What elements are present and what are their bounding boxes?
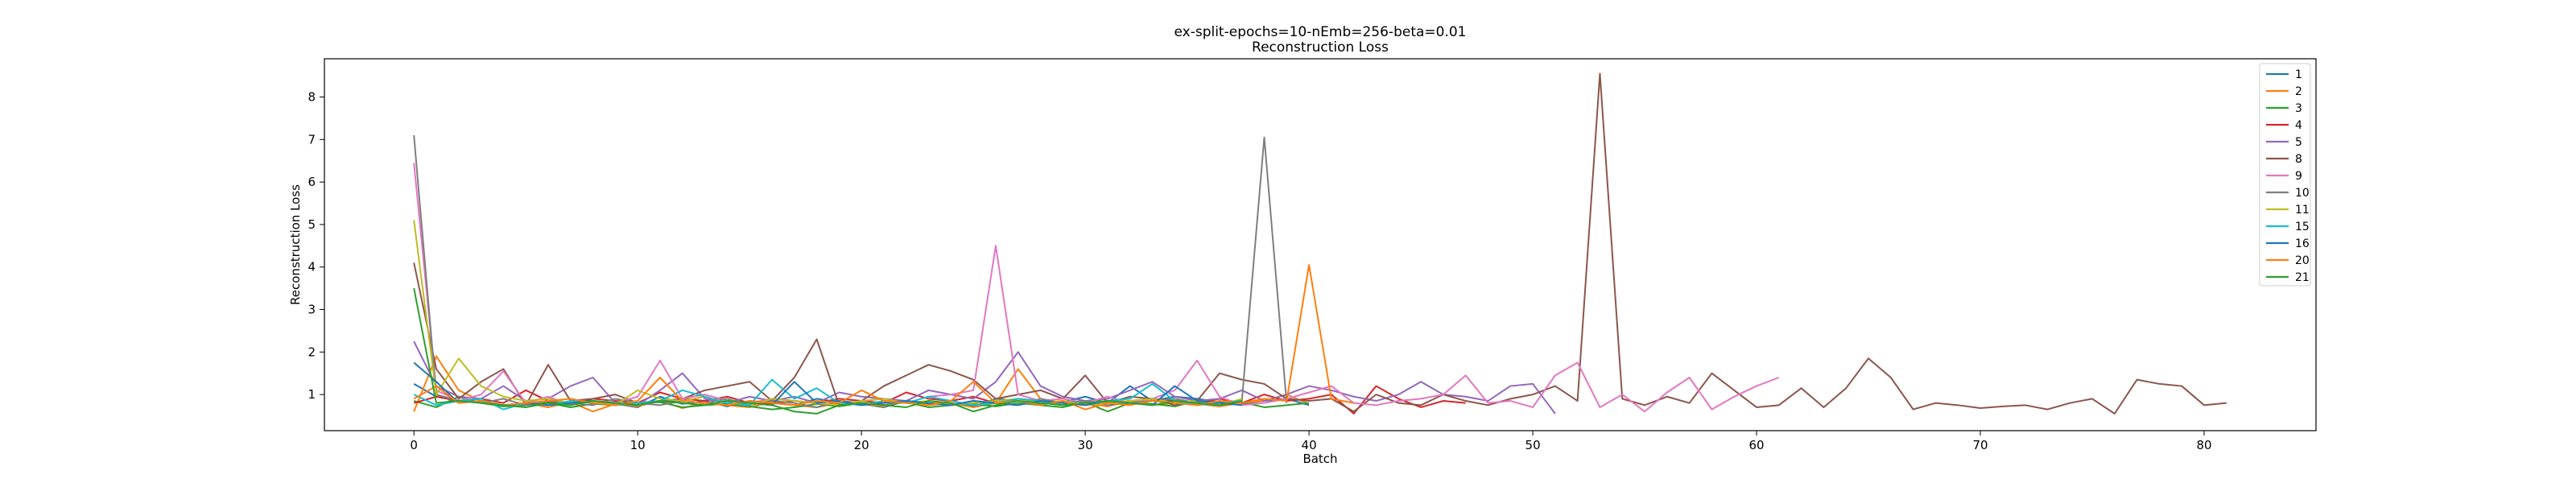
- legend-label-3: 3: [2295, 102, 2302, 115]
- x-axis-ticks: 0 10 20 30 40 50 60 70 80: [410, 431, 2212, 452]
- legend-label-10: 10: [2295, 187, 2310, 200]
- legend-label-8: 8: [2295, 153, 2302, 166]
- y-tick-label: 6: [308, 175, 316, 189]
- legend-items: 1 2 3 4 5 8 9 10 11 15 16 20 21: [2266, 68, 2310, 284]
- y-axis-ticks: 1 2 3 4 5 6 7 8: [308, 90, 324, 402]
- x-axis-label: Batch: [1302, 452, 1337, 466]
- x-tick-label: 10: [630, 438, 646, 452]
- chart-subtitle: Reconstruction Loss: [1252, 39, 1389, 56]
- series-line-9: [413, 163, 1780, 413]
- y-tick-label: 8: [308, 90, 316, 105]
- series-layer: [413, 72, 2227, 415]
- series-line-5: [413, 340, 1556, 415]
- plot-frame: [324, 58, 2317, 431]
- y-tick-label: 2: [308, 345, 316, 359]
- legend-label-9: 9: [2295, 170, 2302, 183]
- legend-label-20: 20: [2295, 254, 2310, 267]
- series-line-8: [413, 72, 2227, 415]
- legend-label-15: 15: [2295, 221, 2310, 233]
- legend-label-21: 21: [2295, 271, 2310, 284]
- legend-label-5: 5: [2295, 136, 2302, 149]
- y-tick-label: 7: [308, 132, 316, 147]
- series-line-10: [413, 134, 1288, 408]
- series-line-20: [413, 264, 1354, 411]
- legend-label-1: 1: [2295, 68, 2302, 81]
- x-tick-label: 30: [1078, 438, 1093, 452]
- legend: 1 2 3 4 5 8 9 10 11 15 16 20 21: [2259, 63, 2311, 287]
- x-tick-label: 0: [410, 438, 418, 452]
- legend-label-4: 4: [2295, 119, 2302, 132]
- series-line-21: [413, 287, 1242, 415]
- x-tick-label: 60: [1749, 438, 1765, 452]
- x-tick-label: 70: [1972, 438, 1988, 452]
- y-tick-label: 5: [308, 217, 316, 232]
- chart-title: ex-split-epochs=10-nEmb=256-beta=0.01: [1174, 24, 1466, 40]
- y-tick-label: 1: [308, 387, 316, 402]
- x-tick-label: 40: [1302, 438, 1317, 452]
- x-tick-label: 20: [854, 438, 869, 452]
- x-tick-label: 80: [2196, 438, 2211, 452]
- legend-label-16: 16: [2295, 237, 2310, 250]
- legend-label-11: 11: [2295, 204, 2310, 217]
- y-tick-label: 3: [308, 303, 316, 317]
- y-tick-label: 4: [308, 260, 316, 274]
- legend-label-2: 2: [2295, 85, 2302, 98]
- x-tick-label: 50: [1525, 438, 1541, 452]
- y-axis-label: Reconstruction Loss: [288, 184, 303, 305]
